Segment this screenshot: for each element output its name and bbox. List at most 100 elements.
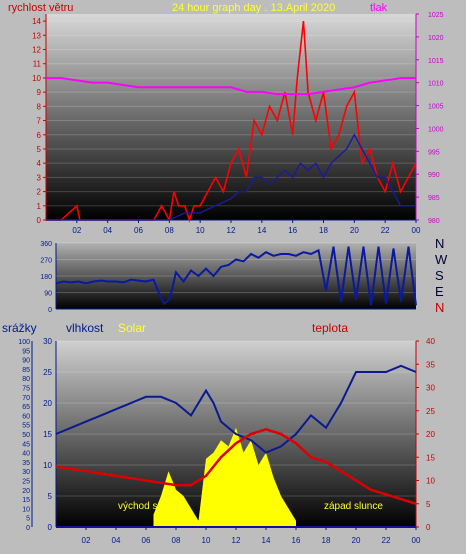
humidity-title: vlhkost	[66, 321, 104, 335]
y-tick-label-temperature: 25	[426, 407, 435, 416]
x-tick-label: 14	[262, 536, 271, 545]
x-tick-label: 18	[322, 536, 331, 545]
x-tick-label: 12	[227, 226, 236, 235]
y-tick-label-wind: 12	[32, 46, 41, 55]
y-tick-label-pressure: 1010	[428, 81, 444, 88]
y-tick-label-wind: 13	[32, 31, 41, 40]
x-tick-label: 22	[381, 226, 390, 235]
x-tick-label: 04	[112, 536, 121, 545]
y-tick-label-wind: 1	[37, 202, 42, 211]
y-tick-label-wind: 8	[37, 102, 42, 111]
y-tick-label-rain: 90	[22, 358, 30, 365]
y-tick-label-humidity: 10	[43, 461, 52, 470]
y-tick-label-direction: 90	[44, 291, 52, 298]
y-tick-label-pressure: 990	[428, 172, 440, 179]
compass-label-n-top: N	[435, 236, 445, 251]
x-tick-label: 22	[382, 536, 391, 545]
x-tick-label: 08	[172, 536, 181, 545]
y-tick-label-rain: 100	[18, 339, 30, 346]
wind-direction-series-line	[55, 246, 417, 306]
y-tick-label-rain: 30	[22, 469, 30, 476]
x-tick-label: 14	[257, 226, 266, 235]
y-tick-label-temperature: 30	[426, 384, 435, 393]
y-tick-label-pressure: 1015	[428, 58, 444, 65]
y-tick-label-wind: 2	[37, 188, 42, 197]
y-tick-label-humidity: 15	[43, 430, 52, 439]
pressure-title: tlak	[370, 2, 388, 14]
humidity-solar-temp-chart: 0510152025300510152025303540455055606570…	[18, 337, 435, 545]
y-tick-label-temperature: 10	[426, 477, 435, 486]
y-tick-label-direction: 360	[40, 241, 52, 248]
y-tick-label-rain: 50	[22, 432, 30, 439]
x-tick-label: 00	[412, 226, 421, 235]
y-tick-label-direction: 0	[48, 307, 52, 314]
pressure-series-line	[46, 77, 416, 96]
y-tick-label-pressure: 980	[428, 218, 440, 225]
x-tick-label: 16	[288, 226, 297, 235]
y-tick-label-pressure: 1025	[428, 12, 444, 19]
y-tick-label-rain: 25	[22, 479, 30, 486]
y-tick-label-temperature: 5	[426, 500, 431, 509]
y-tick-label-temperature: 15	[426, 453, 435, 462]
wind-pressure-chart: 0123456789101112131498098599099510001005…	[32, 12, 444, 235]
x-tick-label: 04	[103, 226, 112, 235]
y-tick-label-temperature: 35	[426, 360, 435, 369]
temperature-title: teplota	[312, 321, 349, 335]
y-tick-label-wind: 5	[37, 145, 42, 154]
compass-label-e: E	[435, 284, 444, 299]
y-tick-label-temperature: 40	[426, 337, 435, 346]
y-tick-label-rain: 70	[22, 395, 30, 402]
y-tick-label-wind: 0	[37, 216, 42, 225]
y-tick-label-humidity: 20	[43, 399, 52, 408]
y-tick-label-humidity: 0	[48, 523, 53, 532]
x-tick-label: 02	[72, 226, 81, 235]
y-tick-label-rain: 35	[22, 460, 30, 467]
y-tick-label-humidity: 5	[48, 492, 53, 501]
rain-title: srážky	[2, 321, 37, 335]
humidity-series-line	[55, 364, 417, 454]
y-tick-label-rain: 60	[22, 413, 30, 420]
wind-pressure-plot-area	[46, 14, 416, 220]
y-tick-label-wind: 3	[37, 173, 42, 182]
y-tick-label-wind: 4	[37, 159, 42, 168]
y-tick-label-rain: 45	[22, 441, 30, 448]
x-tick-label: 10	[202, 536, 211, 545]
x-tick-label: 20	[350, 226, 359, 235]
sunset-label: západ slunce	[324, 501, 383, 512]
y-tick-label-wind: 11	[33, 60, 42, 69]
x-tick-label: 02	[82, 536, 91, 545]
x-tick-label: 12	[232, 536, 241, 545]
y-tick-label-wind: 14	[32, 17, 41, 26]
y-tick-label-pressure: 985	[428, 195, 440, 202]
y-tick-label-temperature: 0	[426, 523, 431, 532]
y-tick-label-wind: 10	[32, 74, 41, 83]
y-tick-label-wind: 6	[37, 131, 42, 140]
x-tick-label: 16	[292, 536, 301, 545]
y-tick-label-pressure: 1005	[428, 104, 444, 111]
y-tick-label-rain: 80	[22, 376, 30, 383]
x-tick-label: 08	[165, 226, 174, 235]
x-tick-label: 20	[352, 536, 361, 545]
y-tick-label-rain: 95	[22, 348, 30, 355]
compass-label-w: W	[435, 252, 448, 267]
y-tick-label-rain: 5	[26, 516, 30, 523]
y-tick-label-rain: 65	[22, 404, 30, 411]
y-tick-label-humidity: 30	[43, 337, 52, 346]
compass-label-n-bottom: N	[435, 300, 445, 315]
sunrise-label: východ s	[118, 501, 158, 512]
wind-speed-title: rychlost větru	[8, 2, 74, 14]
y-tick-label-pressure: 995	[428, 149, 440, 156]
x-tick-label: 06	[134, 226, 143, 235]
y-tick-label-humidity: 25	[43, 368, 52, 377]
y-tick-label-pressure: 1020	[428, 35, 444, 42]
solar-series-area	[153, 427, 296, 527]
y-tick-label-rain: 20	[22, 488, 30, 495]
y-tick-label-rain: 15	[22, 497, 30, 504]
wind-direction-chart: 0 90 180 270 360	[40, 241, 417, 314]
x-tick-label: 18	[319, 226, 328, 235]
solar-title: Solar	[118, 321, 147, 335]
wind-gust-series-line	[46, 133, 416, 221]
y-tick-label-rain: 40	[22, 451, 30, 458]
x-tick-label: 10	[196, 226, 205, 235]
